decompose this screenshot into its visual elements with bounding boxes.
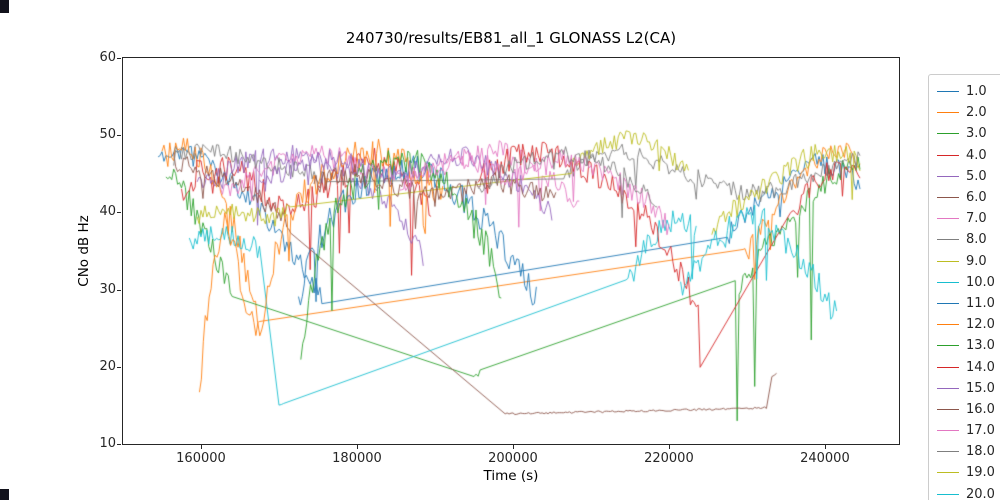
x-tick-mark (200, 445, 202, 449)
screen-artifact-top-left (0, 0, 9, 13)
legend: 1.0 2.0 3.0 4.0 5.0 6.0 7.0 8.0 9.0 10.0 11.0 12.0 1… (928, 74, 1000, 500)
legend-item: 10.0 (937, 272, 1000, 293)
x-tick-label: 220000 (644, 451, 694, 466)
legend-item: 8.0 (937, 229, 1000, 250)
legend-item: 9.0 (937, 251, 1000, 272)
y-tick-mark (117, 212, 121, 214)
y-axis-label: CNo dB Hz (76, 215, 92, 287)
x-axis-label: Time (s) (483, 468, 539, 484)
legend-line-sample (937, 302, 959, 304)
legend-item-label: 2.0 (966, 105, 987, 121)
legend-line-sample (937, 324, 959, 326)
legend-item-label: 10.0 (966, 274, 995, 290)
legend-item-label: 1.0 (966, 84, 987, 100)
legend-item-label: 6.0 (966, 190, 987, 206)
legend-item-label: 9.0 (966, 253, 987, 269)
x-tick-mark (824, 445, 826, 449)
legend-line-sample (937, 430, 959, 432)
legend-line-sample (937, 260, 959, 262)
x-tick-label: 160000 (176, 451, 226, 466)
legend-item: 16.0 (937, 399, 1000, 420)
legend-line-sample (937, 281, 959, 283)
legend-item: 11.0 (937, 293, 1000, 314)
legend-item: 20.0 (937, 484, 1000, 500)
legend-item: 6.0 (937, 187, 1000, 208)
x-tick-label: 180000 (332, 451, 382, 466)
legend-item: 12.0 (937, 314, 1000, 335)
legend-line-sample (937, 366, 959, 368)
legend-item-label: 13.0 (966, 338, 995, 354)
legend-item-label: 4.0 (966, 147, 987, 163)
legend-item-label: 16.0 (966, 401, 995, 417)
legend-item: 17.0 (937, 420, 1000, 441)
x-tick-mark (668, 445, 670, 449)
y-tick-label: 60 (99, 50, 116, 65)
y-tick-label: 40 (99, 204, 116, 220)
legend-line-sample (937, 112, 959, 114)
legend-line-sample (937, 472, 959, 474)
legend-item-label: 5.0 (966, 168, 987, 184)
legend-item-label: 8.0 (966, 232, 987, 248)
legend-item-label: 11.0 (966, 295, 995, 311)
plot-canvas (123, 58, 899, 444)
legend-item: 1.0 (937, 81, 1000, 102)
legend-line-sample (937, 451, 959, 453)
legend-item: 7.0 (937, 208, 1000, 229)
x-tick-mark (356, 445, 358, 449)
legend-item: 2.0 (937, 102, 1000, 123)
legend-item-label: 12.0 (966, 317, 995, 333)
legend-line-sample (937, 91, 959, 93)
legend-item-label: 7.0 (966, 211, 987, 227)
legend-line-sample (937, 239, 959, 241)
legend-item: 4.0 (937, 145, 1000, 166)
y-tick-label: 30 (99, 281, 116, 297)
legend-item: 13.0 (937, 335, 1000, 356)
plot-area (122, 57, 900, 445)
chart-title: 240730/results/EB81_all_1 GLONASS L2(CA) (345, 29, 677, 47)
legend-item: 19.0 (937, 462, 1000, 483)
x-tick-label: 240000 (800, 451, 850, 466)
legend-line-sample (937, 345, 959, 347)
screen-artifact-bottom-left (0, 489, 9, 500)
legend-item: 3.0 (937, 123, 1000, 144)
y-tick-label: 50 (99, 127, 116, 143)
legend-item: 14.0 (937, 356, 1000, 377)
x-tick-mark (512, 445, 514, 449)
legend-item: 18.0 (937, 441, 1000, 462)
y-tick-mark (117, 289, 121, 291)
y-tick-mark (117, 58, 121, 59)
legend-line-sample (937, 133, 959, 135)
legend-item-label: 20.0 (966, 486, 995, 500)
legend-item-label: 19.0 (966, 465, 995, 481)
legend-item-label: 15.0 (966, 380, 995, 396)
legend-line-sample (937, 175, 959, 177)
y-tick-mark (117, 135, 121, 137)
legend-item: 5.0 (937, 166, 1000, 187)
y-tick-mark (117, 366, 121, 368)
legend-item-label: 17.0 (966, 423, 995, 439)
x-tick-label: 200000 (488, 451, 538, 466)
legend-item-label: 3.0 (966, 126, 987, 142)
legend-item-label: 18.0 (966, 444, 995, 460)
legend-line-sample (937, 493, 959, 495)
legend-item-label: 14.0 (966, 359, 995, 375)
legend-line-sample (937, 197, 959, 199)
legend-line-sample (937, 218, 959, 220)
y-tick-mark (117, 444, 121, 445)
legend-line-sample (937, 154, 959, 156)
y-tick-label: 10 (99, 436, 116, 451)
legend-item: 15.0 (937, 378, 1000, 399)
legend-line-sample (937, 408, 959, 410)
legend-line-sample (937, 387, 959, 389)
y-tick-label: 20 (99, 358, 116, 374)
